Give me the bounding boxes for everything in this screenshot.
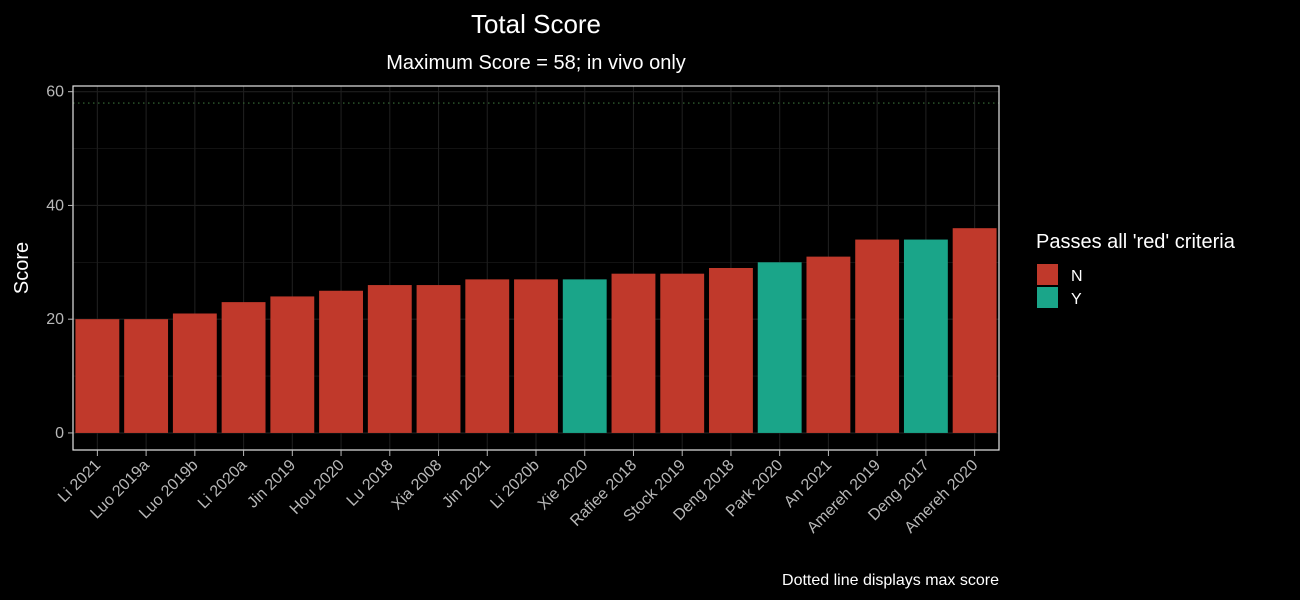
chart-caption: Dotted line displays max score: [782, 572, 999, 589]
y-tick-label: 0: [55, 425, 64, 442]
x-tick-label: Li 2021: [55, 457, 104, 506]
legend-label-n: N: [1071, 268, 1083, 285]
bar: [416, 285, 461, 433]
legend-label-y: Y: [1071, 291, 1082, 308]
bar: [660, 273, 705, 433]
bar: [562, 279, 607, 433]
bar: [611, 273, 656, 433]
bar: [709, 268, 753, 433]
bar: [806, 256, 851, 433]
y-axis: 0 20 40 60: [46, 84, 73, 442]
x-tick-label: Jin 2021: [439, 457, 494, 512]
x-tick-label: Li 2020b: [487, 457, 543, 513]
bar: [172, 313, 217, 433]
bar: [124, 319, 169, 433]
bar: [465, 279, 510, 433]
bar: [221, 302, 266, 433]
bar: [270, 296, 315, 433]
bar: [367, 285, 412, 433]
bar: [903, 239, 948, 433]
y-tick-label: 20: [46, 311, 64, 328]
bar: [757, 262, 802, 433]
y-tick-label: 60: [46, 84, 64, 101]
chart-subtitle: Maximum Score = 58; in vivo only: [386, 52, 686, 74]
chart-title: Total Score: [471, 9, 601, 39]
bar: [514, 279, 558, 433]
bar: [75, 319, 120, 433]
y-tick-label: 40: [46, 197, 64, 214]
legend-swatch-n: [1037, 264, 1058, 285]
bar: [855, 239, 900, 433]
x-tick-label: Li 2020a: [195, 457, 251, 513]
legend: Passes all 'red' criteria N Y: [1036, 231, 1236, 308]
bars: [75, 228, 997, 433]
legend-swatch-y: [1037, 287, 1058, 308]
y-axis-title: Score: [11, 242, 33, 294]
x-tick-label: Xia 2008: [389, 457, 446, 514]
legend-title: Passes all 'red' criteria: [1036, 231, 1236, 253]
bar: [319, 290, 363, 433]
bar: [952, 228, 997, 433]
